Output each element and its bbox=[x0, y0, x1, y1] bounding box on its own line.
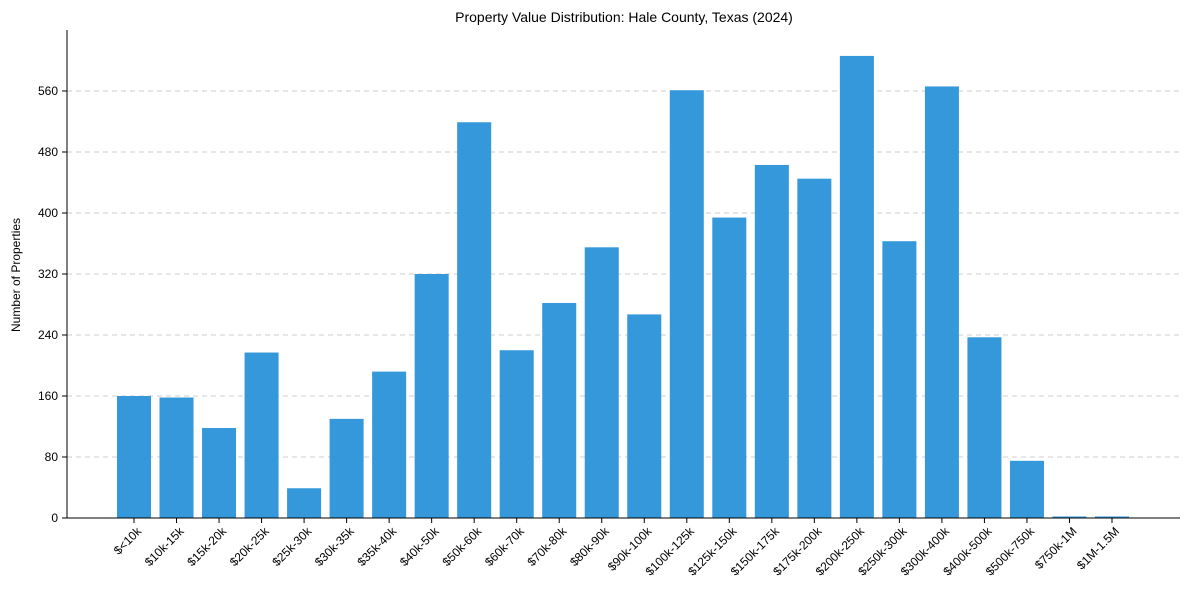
gridlines bbox=[67, 90, 1180, 458]
bar-5 bbox=[329, 418, 364, 518]
bar-19 bbox=[924, 86, 959, 519]
x-tick-label: $30k-35k bbox=[312, 524, 358, 570]
x-tick-label: $70k-80k bbox=[525, 524, 571, 570]
bar-14 bbox=[712, 217, 747, 518]
bar-16 bbox=[797, 178, 832, 518]
bar-20 bbox=[967, 337, 1002, 518]
bar-17 bbox=[839, 55, 874, 519]
bar-21 bbox=[1009, 460, 1044, 518]
bar-11 bbox=[584, 247, 619, 518]
bar-9 bbox=[499, 350, 534, 518]
y-tick-label: 320 bbox=[38, 267, 58, 281]
bar-4 bbox=[287, 488, 322, 518]
y-tick-label: 80 bbox=[45, 450, 59, 464]
x-tick-label: $10k-15k bbox=[142, 524, 188, 570]
bars bbox=[116, 55, 1130, 519]
x-tick-label: $1M-1.5M bbox=[1074, 524, 1122, 572]
x-tick-label: $20k-25k bbox=[227, 524, 273, 570]
y-tick-label: 480 bbox=[38, 145, 58, 159]
bar-7 bbox=[414, 274, 449, 518]
y-tick-label: 160 bbox=[38, 389, 58, 403]
x-tick-label: $60k-70k bbox=[482, 524, 528, 570]
y-tick-label: 240 bbox=[38, 328, 58, 342]
bar-13 bbox=[669, 90, 704, 519]
y-tick-label: 0 bbox=[51, 511, 58, 525]
x-ticks: $<10k$10k-15k$15k-20k$20k-25k$25k-30k$30… bbox=[111, 518, 1122, 578]
bar-18 bbox=[882, 241, 917, 518]
bar-0 bbox=[116, 396, 152, 518]
bar-8 bbox=[457, 122, 492, 518]
x-tick-label: $750k-1M bbox=[1032, 524, 1080, 572]
bar-2 bbox=[202, 428, 237, 518]
chart-title: Property Value Distribution: Hale County… bbox=[455, 9, 793, 25]
bar-22 bbox=[1052, 516, 1087, 518]
bar-12 bbox=[627, 314, 662, 518]
y-axis-label: Number of Properties bbox=[9, 218, 23, 332]
x-tick-label: $25k-30k bbox=[269, 524, 315, 570]
y-ticks: 0 80 160 240 320 400 480 560 bbox=[38, 84, 67, 525]
bar-6 bbox=[372, 371, 407, 518]
bar-1 bbox=[159, 397, 194, 518]
x-tick-label: $<10k bbox=[111, 524, 145, 558]
x-tick-label: $50k-60k bbox=[439, 524, 485, 570]
y-tick-label: 400 bbox=[38, 206, 58, 220]
x-tick-label: $35k-40k bbox=[354, 524, 400, 570]
bar-10 bbox=[542, 302, 577, 518]
y-tick-label: 560 bbox=[38, 84, 58, 98]
bar-15 bbox=[754, 164, 789, 518]
x-tick-label: $40k-50k bbox=[397, 524, 443, 570]
bar-3 bbox=[244, 352, 279, 518]
x-tick-label: $15k-20k bbox=[184, 524, 230, 570]
bar-23 bbox=[1094, 516, 1130, 518]
